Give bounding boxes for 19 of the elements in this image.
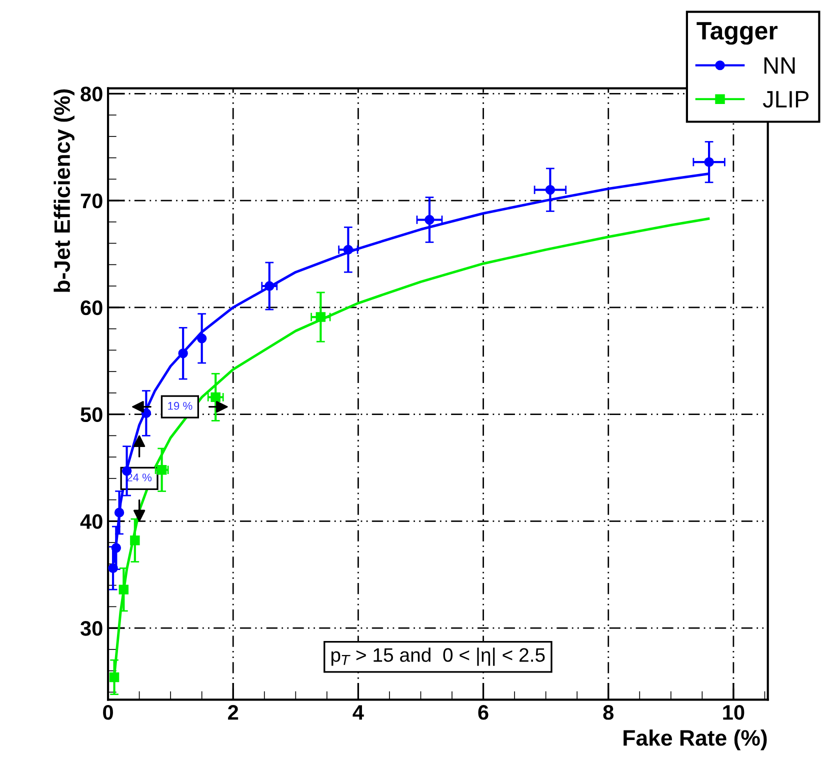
- y-axis-title: b-Jet Efficiency (%): [54, 89, 74, 292]
- legend-title: Tagger: [696, 22, 778, 45]
- y-tick-label: 70: [80, 194, 102, 208]
- annotation: p$_{T}$ > 15 and 0 < |η| < 2.5: [331, 648, 545, 666]
- x-tick-label: 0: [103, 705, 113, 720]
- x-tick-label: 8: [603, 705, 614, 720]
- annotation: 19 %: [168, 402, 192, 410]
- y-tick-label: 80: [80, 86, 102, 102]
- legend-label: JLIP: [762, 91, 809, 108]
- x-tick-label: 2: [228, 705, 238, 720]
- y-tick-label: 40: [80, 514, 102, 529]
- y-tick-label: 50: [80, 407, 102, 422]
- legend-label: NN: [764, 57, 795, 74]
- x-tick-label: 4: [352, 705, 364, 720]
- x-axis-title: Fake Rate (%): [624, 729, 767, 750]
- x-tick-label: 6: [478, 705, 488, 720]
- y-tick-label: 60: [80, 300, 102, 316]
- x-tick-label: 10: [723, 705, 744, 720]
- y-tick-label: 30: [80, 621, 102, 636]
